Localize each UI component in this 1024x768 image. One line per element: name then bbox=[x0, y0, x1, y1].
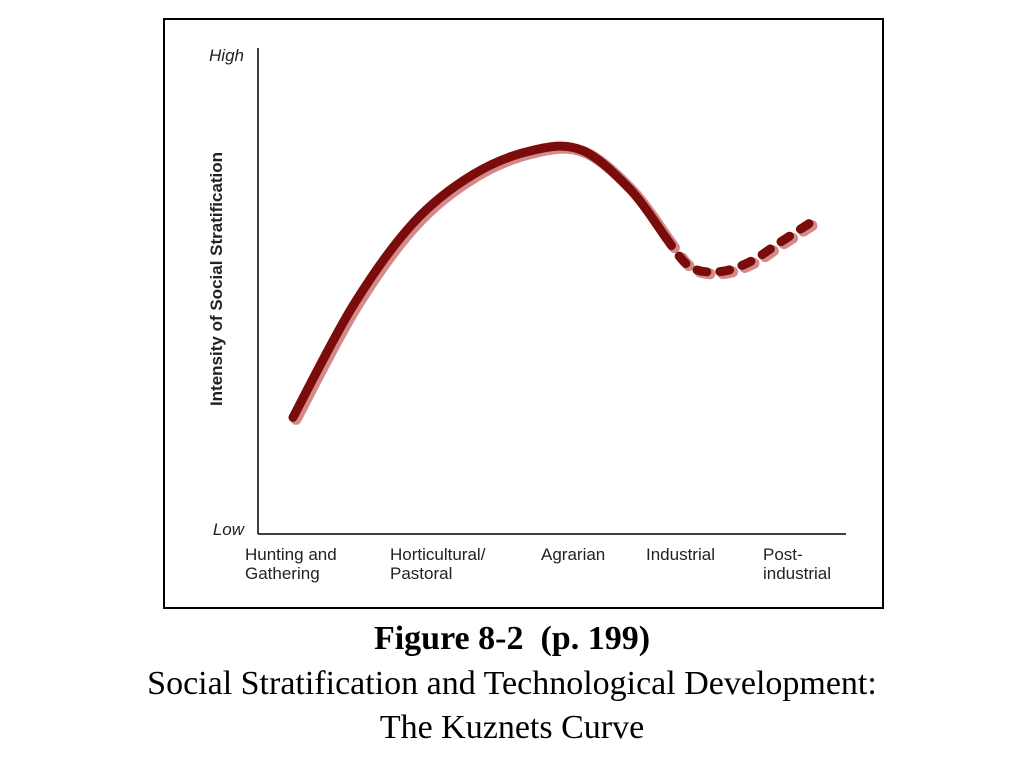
x-tick-label: Hunting and Gathering bbox=[245, 545, 337, 583]
caption-title-line-2: The Kuznets Curve bbox=[379, 709, 645, 746]
figure-number: Figure 8-2 (p. 199) bbox=[373, 620, 651, 657]
x-tick-label: Post-industrial bbox=[763, 545, 831, 583]
y-low-label: Low bbox=[213, 520, 246, 539]
x-tick-label: Industrial bbox=[646, 545, 715, 564]
y-axis-label: Intensity of Social Stratification bbox=[207, 152, 226, 406]
y-high-label: High bbox=[209, 46, 244, 65]
figure-caption: Figure 8-2 (p. 199) Social Stratificatio… bbox=[0, 616, 1024, 750]
series-line-solid bbox=[288, 141, 671, 422]
caption-title-line-1: Social Stratification and Technological … bbox=[147, 665, 877, 702]
series-shadow-solid bbox=[290, 142, 675, 425]
series-line-dashed bbox=[661, 218, 815, 277]
curve bbox=[288, 141, 815, 422]
x-tick-label: Horticultural/Pastoral bbox=[390, 545, 486, 583]
axes bbox=[257, 48, 846, 535]
x-tick-labels: Hunting and Gathering Horticultural/Pastor… bbox=[245, 545, 831, 583]
chart-frame bbox=[163, 18, 884, 609]
curve-shadow bbox=[290, 142, 819, 425]
x-tick-label: Agrarian bbox=[541, 545, 605, 564]
